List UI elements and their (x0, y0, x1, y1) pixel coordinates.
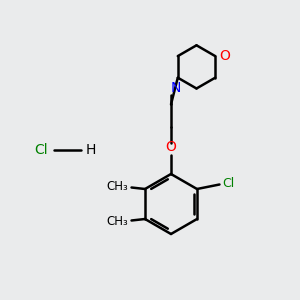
Text: CH₃: CH₃ (107, 214, 128, 228)
Text: Cl: Cl (34, 143, 48, 157)
Text: Cl: Cl (223, 177, 235, 190)
Text: CH₃: CH₃ (107, 180, 128, 194)
Text: O: O (166, 140, 176, 154)
Text: H: H (85, 143, 96, 157)
Text: N: N (171, 81, 181, 95)
Text: O: O (219, 49, 230, 62)
